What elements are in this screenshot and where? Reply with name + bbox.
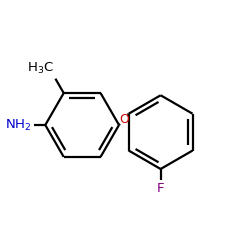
Text: H$_3$C: H$_3$C bbox=[27, 61, 54, 76]
Text: O: O bbox=[119, 113, 129, 126]
Text: F: F bbox=[157, 182, 164, 195]
Text: NH$_2$: NH$_2$ bbox=[4, 118, 31, 132]
